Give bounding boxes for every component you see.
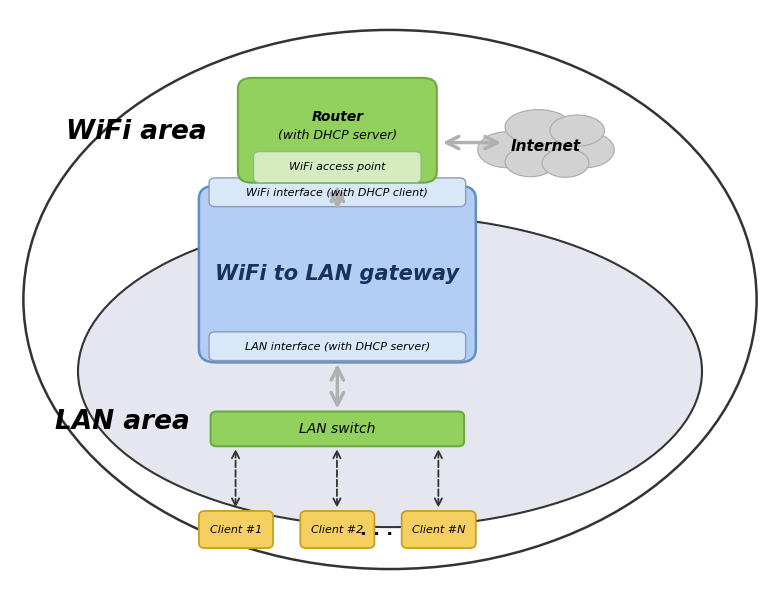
- FancyBboxPatch shape: [254, 152, 421, 183]
- Text: . . .: . . .: [360, 521, 393, 539]
- Text: LAN switch: LAN switch: [300, 422, 375, 436]
- FancyBboxPatch shape: [238, 78, 437, 183]
- FancyBboxPatch shape: [402, 511, 476, 548]
- FancyBboxPatch shape: [199, 511, 273, 548]
- FancyBboxPatch shape: [199, 186, 476, 362]
- Text: WiFi access point: WiFi access point: [289, 162, 385, 172]
- FancyBboxPatch shape: [300, 511, 374, 548]
- FancyBboxPatch shape: [211, 412, 464, 446]
- Text: LAN interface (with DHCP server): LAN interface (with DHCP server): [245, 341, 430, 351]
- Text: WiFi to LAN gateway: WiFi to LAN gateway: [215, 264, 459, 285]
- Ellipse shape: [550, 115, 604, 146]
- FancyBboxPatch shape: [209, 332, 466, 361]
- Ellipse shape: [477, 132, 537, 168]
- Ellipse shape: [501, 119, 591, 168]
- Ellipse shape: [505, 110, 571, 144]
- Text: Client #1: Client #1: [210, 525, 262, 534]
- Text: Client #2: Client #2: [311, 525, 363, 534]
- Text: LAN area: LAN area: [55, 409, 190, 435]
- Text: WiFi interface (with DHCP client): WiFi interface (with DHCP client): [246, 187, 428, 197]
- Ellipse shape: [78, 216, 702, 527]
- Text: Client #N: Client #N: [412, 525, 466, 534]
- Text: Router: Router: [311, 110, 363, 124]
- Text: (with DHCP server): (with DHCP server): [278, 129, 397, 142]
- Ellipse shape: [555, 132, 615, 168]
- Ellipse shape: [542, 149, 589, 177]
- Ellipse shape: [505, 147, 555, 177]
- FancyBboxPatch shape: [209, 178, 466, 207]
- Text: Internet: Internet: [511, 139, 581, 155]
- Ellipse shape: [23, 30, 757, 569]
- Text: WiFi area: WiFi area: [66, 119, 207, 145]
